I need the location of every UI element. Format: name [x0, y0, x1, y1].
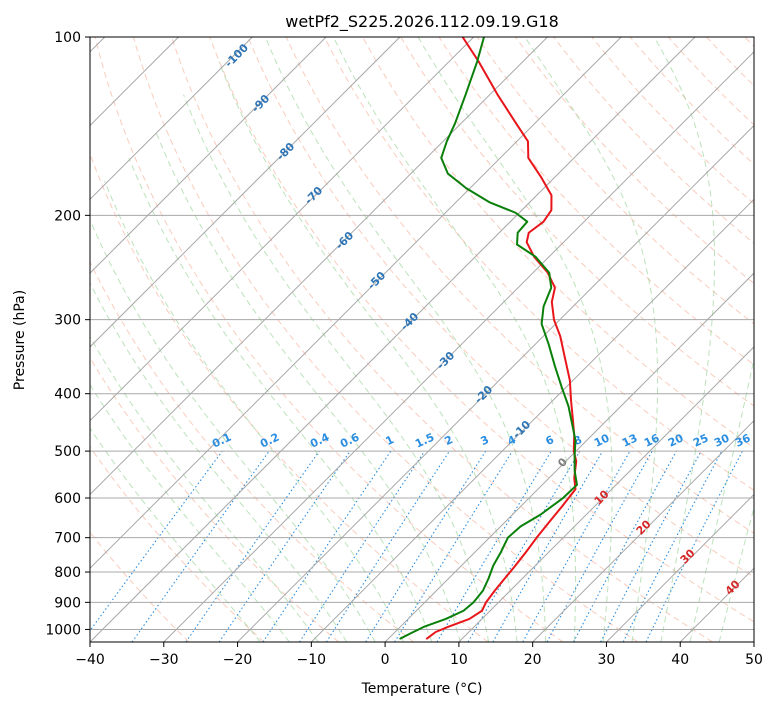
mixing-ratio-line: [645, 450, 743, 642]
moist-adiabat: [90, 218, 376, 642]
moist-adiabat: [524, 37, 659, 642]
y-tick-label: 1000: [45, 622, 81, 638]
chart-title: wetPf2_S225.2026.112.09.19.G18: [285, 12, 559, 32]
moist-adiabat: [689, 356, 754, 642]
dry-adiabat: [209, 37, 754, 623]
mixing-ratio-line: [262, 450, 392, 642]
dry-adiabat: [476, 37, 754, 325]
y-axis-label: Pressure (hPa): [12, 290, 28, 390]
x-tick-label: 50: [745, 652, 763, 668]
dry-adiabat: [515, 37, 754, 285]
mixing-ratio-line: [90, 450, 223, 632]
dry-adiabat: [171, 37, 713, 642]
x-tick-label: −10: [297, 652, 327, 668]
y-tick-label: 500: [54, 444, 81, 460]
mixing-ratio-label: 13: [620, 431, 639, 449]
mixing-ratio-label: 20: [666, 431, 686, 449]
moist-adiabat: [417, 37, 613, 642]
mixing-ratio-line: [325, 450, 450, 642]
isotherm-line: [90, 37, 401, 348]
isotherm-grid: [90, 37, 754, 642]
y-tick-label: 200: [54, 208, 81, 224]
mixing-ratio-line: [394, 450, 513, 642]
moist-adiabat: [332, 37, 577, 642]
y-tick-label: 600: [54, 491, 81, 507]
y-tick-label: 400: [54, 387, 81, 403]
x-axis-label: Temperature (°C): [361, 681, 483, 697]
moist-adiabat: [90, 427, 261, 642]
moist-adiabat: [104, 180, 405, 642]
isotherm-line: [384, 272, 754, 642]
mixing-ratio-label: 30: [712, 431, 732, 449]
mixing-ratio-line: [131, 450, 270, 642]
mixing-ratio-lines: [90, 450, 743, 642]
isotherm-line: [163, 51, 754, 642]
isotherm-line: [237, 124, 754, 642]
isotherm-line: [90, 37, 622, 569]
y-tick-label: 100: [54, 30, 81, 46]
mixing-ratio-line: [218, 450, 351, 642]
isotherm-line: [310, 198, 754, 642]
plot-frame: [89, 36, 755, 643]
sounding-series: [399, 37, 578, 640]
dry-adiabats: [90, 37, 754, 642]
mixing-ratio-line: [522, 450, 631, 642]
dewpoint-profile-line: [399, 37, 578, 640]
mixing-ratio-line: [573, 450, 677, 642]
isotherm-line: [90, 37, 696, 642]
y-axis-ticks: 100 200 300 400 500 600 700 800 900 1000: [45, 30, 90, 638]
moist-adiabat: [182, 94, 490, 642]
isotherm-line: [90, 37, 327, 274]
x-tick-label: 30: [598, 652, 616, 668]
dry-adiabat: [438, 37, 754, 366]
temperature-profile-line: [425, 37, 578, 640]
mixing-ratio-line: [546, 450, 653, 642]
y-tick-label: 700: [54, 531, 81, 547]
moist-adiabat: [90, 335, 319, 642]
x-tick-label: 0: [381, 652, 390, 668]
moist-adiabat: [264, 37, 547, 642]
moist-adiabats: [90, 37, 754, 642]
dry-adiabat: [90, 260, 414, 642]
x-axis-ticks: −40 −30 −20 −10 0 10 20 30 40 50: [75, 642, 763, 668]
mixing-ratio-line: [299, 450, 426, 642]
moist-adiabat: [653, 37, 716, 642]
plot-area: -100-90-80-70-60-50-40-30-20-10010203040…: [90, 37, 754, 642]
dry-adiabat: [132, 37, 639, 642]
y-tick-label: 300: [54, 313, 81, 329]
isotherm-line: [606, 493, 754, 642]
moist-adiabat: [218, 61, 518, 642]
mixing-ratio-label: 16: [642, 431, 662, 449]
mixing-ratio-label: 36: [733, 431, 753, 449]
x-tick-label: −20: [223, 652, 253, 668]
y-tick-label: 800: [54, 565, 81, 581]
dry-adiabat: [90, 446, 265, 642]
isotherm-line: [90, 37, 548, 496]
mixing-ratio-line: [185, 450, 320, 642]
x-tick-label: 10: [450, 652, 468, 668]
moist-adiabat: [90, 383, 290, 642]
dry-adiabat: [247, 37, 754, 578]
moist-adiabat: [718, 506, 754, 642]
moist-adiabat: [90, 281, 348, 642]
mixing-ratio-label: 10: [592, 431, 612, 449]
dry-adiabat: [90, 356, 339, 642]
x-tick-label: −30: [149, 652, 179, 668]
mixing-ratio-label: 25: [691, 431, 710, 449]
dry-adiabat: [285, 37, 754, 534]
dry-adiabat: [323, 37, 754, 491]
isotherm-line: [532, 419, 754, 642]
x-tick-label: −40: [75, 652, 105, 668]
isotherm-line: [458, 346, 754, 642]
y-tick-label: 900: [54, 595, 81, 611]
x-tick-label: 20: [524, 652, 542, 668]
dry-adiabat: [94, 37, 564, 642]
isotherm-line: [90, 37, 475, 422]
isobar-grid: [90, 37, 754, 630]
x-tick-label: 40: [671, 652, 689, 668]
isotherm-line: [90, 37, 253, 201]
